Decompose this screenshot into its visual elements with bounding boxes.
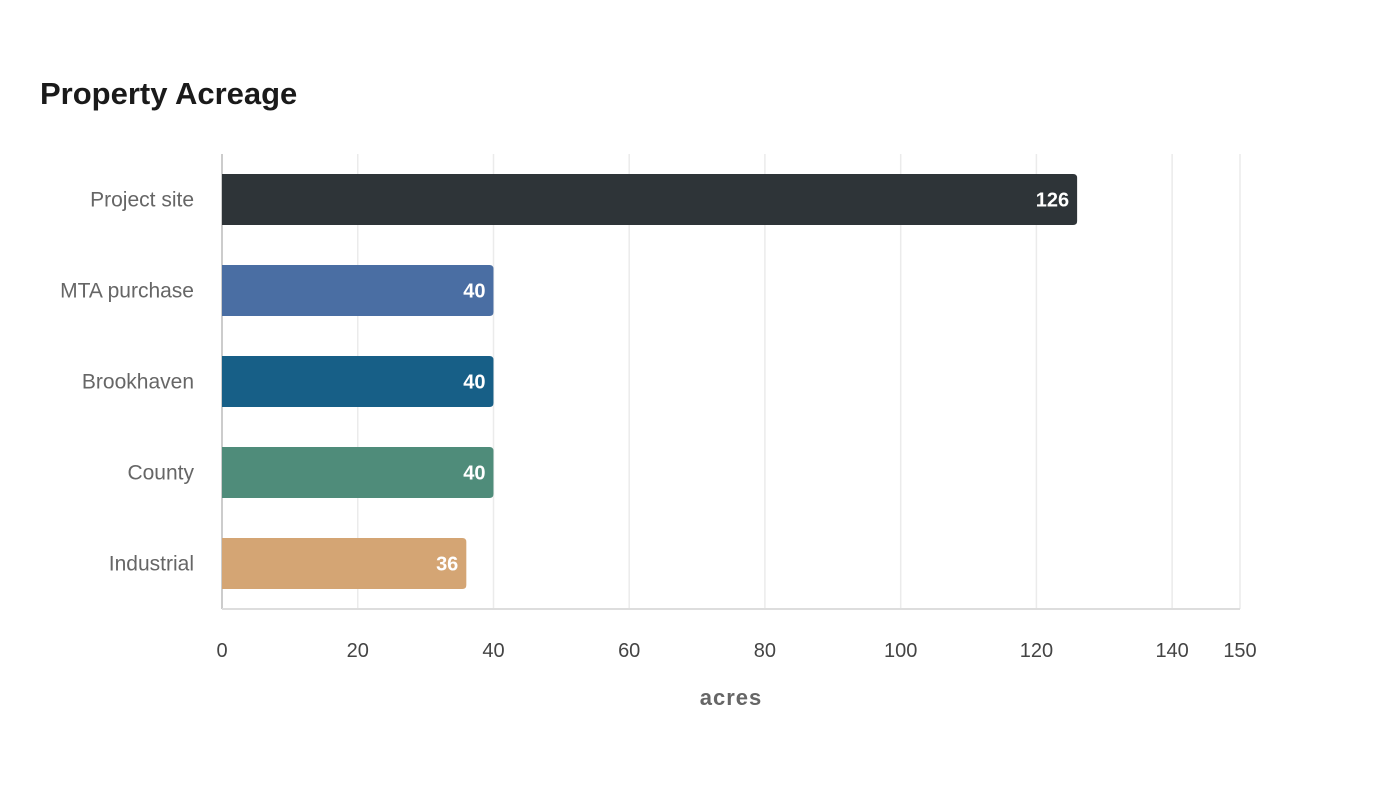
bar-value-label: 40 (463, 372, 485, 394)
x-axis-title: acres (700, 685, 763, 710)
bar (222, 356, 494, 407)
category-label: MTA purchase (60, 280, 194, 303)
bar-group: 126 (222, 174, 1078, 225)
x-tick-label: 40 (482, 640, 504, 662)
bar-value-label: 40 (463, 281, 485, 303)
x-tick-label: 0 (216, 640, 227, 662)
x-tick-label: 150 (1223, 640, 1256, 662)
bars: 126 40 40 40 36 (222, 174, 1078, 589)
x-tick-labels: 0 20 40 60 80 100 120 140 150 (216, 640, 1256, 662)
bar-value-label: 126 (1036, 190, 1069, 212)
x-tick-label: 140 (1155, 640, 1188, 662)
bar-group: 36 (222, 538, 467, 589)
category-label: County (127, 462, 194, 485)
x-tick-label: 60 (618, 640, 640, 662)
bar (222, 265, 494, 316)
x-tick-label: 80 (754, 640, 776, 662)
x-tick-label: 20 (347, 640, 369, 662)
chart-title: Property Acreage (40, 76, 298, 111)
bar-group: 40 (222, 356, 494, 407)
x-tick-label: 100 (884, 640, 917, 662)
bar-group: 40 (222, 265, 494, 316)
category-label: Project site (90, 189, 194, 212)
bar (222, 538, 467, 589)
bar (222, 174, 1078, 225)
category-label: Industrial (109, 553, 194, 576)
bar-value-label: 40 (463, 463, 485, 485)
category-label: Brookhaven (82, 371, 194, 394)
bar-value-label: 36 (436, 554, 458, 576)
category-labels: Project site MTA purchase Brookhaven County… (60, 189, 194, 576)
bar-group: 40 (222, 447, 494, 498)
x-tick-label: 120 (1020, 640, 1053, 662)
bar (222, 447, 494, 498)
